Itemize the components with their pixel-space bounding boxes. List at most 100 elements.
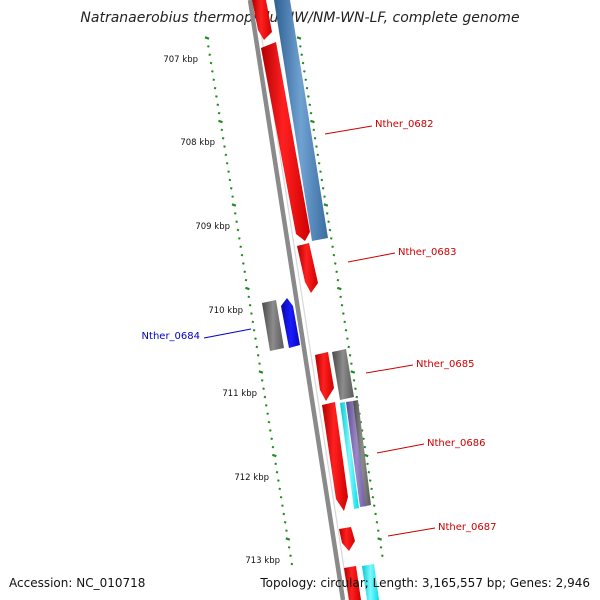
outer-scale-tick [296, 36, 302, 40]
leader-line-nther-0684 [203, 328, 252, 339]
inner-scale-tick [225, 161, 229, 165]
leader-line-nther-0685 [365, 364, 414, 374]
inner-scale-tick [258, 362, 261, 365]
outer-scale-tick [307, 95, 310, 98]
outer-scale-tick [367, 470, 371, 474]
outer-scale-tick [342, 312, 345, 315]
outer-scale-tick [323, 195, 326, 198]
cds-feature-downstream [344, 566, 361, 600]
inner-scale-tick [274, 462, 277, 466]
outer-scale-tick [336, 286, 342, 291]
cds-feature-nther-0682[interactable] [261, 42, 310, 241]
blast-hit-feature [274, 0, 328, 241]
outer-scale-tick [370, 487, 373, 491]
outer-scale-tick [317, 161, 321, 165]
inner-scale-tick [209, 61, 213, 65]
inner-scale-tick [217, 111, 221, 115]
gene-label-nther-0684[interactable]: Nther_0684 [142, 331, 200, 342]
scale-label-713: 713 kbp [245, 556, 280, 566]
inner-scale-tick [255, 345, 259, 349]
feature-cyan-0686 [340, 402, 359, 509]
inner-scale-tick [268, 429, 272, 432]
inner-scale-tick [247, 295, 251, 299]
outer-scale-tick [310, 119, 315, 124]
gene-label-nther-0687[interactable]: Nther_0687 [438, 522, 496, 533]
outer-scale-tick [313, 136, 317, 140]
cds-feature-nther-0686[interactable] [322, 402, 348, 511]
outer-scale-tick [347, 345, 351, 349]
inner-scale-tick [252, 328, 256, 332]
inner-scale-tick [224, 153, 228, 157]
outer-scale-tick [350, 370, 356, 374]
inner-scale-tick [227, 170, 230, 173]
outer-scale-tick [366, 462, 369, 466]
outer-scale-tick [339, 295, 342, 299]
scale-label-708: 708 kbp [180, 138, 215, 148]
inner-scale-tick [213, 86, 217, 90]
scale-ticks-outer [296, 36, 384, 557]
inner-scale-tick [287, 546, 291, 549]
inner-scale-tick [289, 554, 292, 557]
outer-scale-tick [343, 320, 346, 324]
outer-scale-tick [332, 253, 336, 257]
feature-grey-left [262, 300, 284, 351]
gene-label-nther-0682[interactable]: Nther_0682 [375, 119, 433, 130]
outer-scale-tick [336, 278, 340, 282]
outer-scale-tick [381, 554, 384, 557]
inner-scale-tick [267, 420, 271, 424]
outer-scale-tick [348, 354, 352, 357]
gene-label-nther-0685[interactable]: Nther_0685 [416, 359, 474, 370]
genome-summary-text: Topology: circular; Length: 3,165,557 bp… [259, 576, 590, 590]
feature-grey-0686 [353, 400, 371, 506]
inner-scale-tick [212, 78, 216, 82]
inner-scale-tick [204, 36, 210, 40]
outer-scale-tick [355, 395, 359, 399]
outer-scale-tick [327, 220, 330, 223]
outer-scale-tick [312, 128, 316, 132]
outer-scale-tick [346, 337, 349, 340]
inner-scale-tick [244, 278, 248, 282]
outer-scale-tick [320, 178, 324, 182]
outer-scale-tick [308, 103, 312, 107]
outer-scale-tick [379, 546, 383, 549]
inner-scale-tick [260, 379, 264, 382]
inner-scale-tick [243, 270, 247, 274]
outer-scale-tick [371, 495, 375, 499]
gene-label-nther-0683[interactable]: Nther_0683 [398, 247, 456, 258]
outer-scale-tick [309, 111, 313, 115]
inner-scale-tick [223, 145, 226, 148]
outer-scale-tick [305, 86, 309, 90]
inner-scale-tick [211, 70, 214, 73]
cds-feature-nther-0685[interactable] [315, 352, 334, 401]
gene-label-nther-0686[interactable]: Nther_0686 [427, 438, 485, 449]
inner-scale-tick [277, 479, 280, 482]
inner-scale-tick [282, 512, 286, 516]
cds-feature-nther-0687[interactable] [339, 527, 355, 551]
scale-label-709: 709 kbp [195, 222, 230, 232]
inner-scale-tick [235, 220, 238, 223]
inner-scale-tick [208, 53, 211, 56]
inner-scale-tick [266, 412, 269, 416]
inner-scale-tick [275, 470, 279, 474]
inner-scale-tick [263, 395, 267, 399]
outer-scale-tick [329, 237, 333, 240]
cds-feature-nther-0683[interactable] [297, 243, 318, 293]
leader-line-nther-0686 [376, 443, 425, 454]
inner-scale-tick [290, 562, 294, 566]
inner-scale-tick [221, 136, 225, 140]
outer-scale-tick [315, 145, 318, 148]
outer-scale-tick [372, 504, 376, 507]
inner-scale-tick [238, 237, 241, 240]
inner-scale-tick [240, 253, 244, 257]
outer-scale-tick [328, 228, 332, 232]
inner-scale-tick [283, 521, 287, 524]
scale-label-710: 710 kbp [208, 306, 243, 316]
cds-feature-upstream [252, 0, 272, 40]
cds-feature-nther-0684[interactable] [281, 298, 300, 348]
outer-scale-tick [368, 479, 372, 482]
scale-label-712: 712 kbp [234, 473, 269, 483]
inner-scale-tick [264, 404, 268, 407]
leader-line-nther-0683 [347, 252, 396, 263]
inner-scale-tick [279, 495, 283, 499]
